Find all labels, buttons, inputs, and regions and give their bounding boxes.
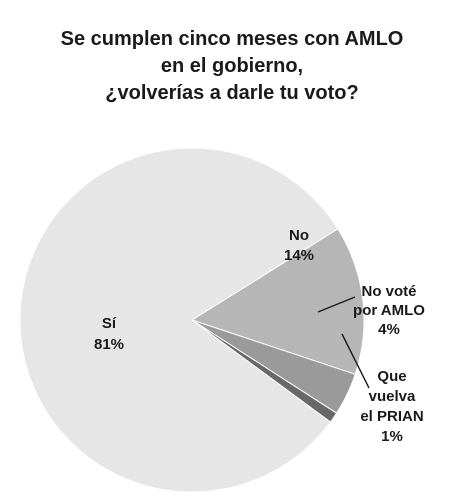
slice-label: No voté por AMLO 4% <box>353 283 425 338</box>
pie-slices <box>19 147 365 493</box>
slice-label-line: No voté <box>361 283 416 300</box>
slice-si <box>19 147 339 493</box>
slice-label-line: 4% <box>378 321 400 338</box>
slice-label-line: el PRIAN <box>360 408 423 425</box>
slice-label-line: Sí <box>102 315 117 332</box>
slice-no <box>190 228 365 375</box>
label-leader-lines <box>317 296 370 389</box>
leader-line <box>341 333 370 389</box>
leader-line <box>317 296 356 313</box>
slice-label: Sí 81% <box>94 315 124 353</box>
slice-label-line: Que <box>377 368 406 385</box>
chart-title-line-3: ¿volverías a darle tu voto? <box>105 82 359 104</box>
chart-title-line-2: en el gobierno, <box>160 55 304 77</box>
slice-label: Que vuelva el PRIAN 1% <box>360 368 423 445</box>
slice-label: No 14% <box>284 227 314 264</box>
chart-title: Se cumplen cinco meses con AMLO en el go… <box>0 26 464 107</box>
slice-label-line: 81% <box>94 336 124 353</box>
slice-label-line: 14% <box>284 247 314 264</box>
slice-label-line: por AMLO <box>353 302 425 319</box>
slice-label-line: vuelva <box>369 388 416 405</box>
chart-title-line-1: Se cumplen cinco meses con AMLO <box>60 28 404 50</box>
slice-label-line: 1% <box>381 428 403 445</box>
slice-labels: No 14% No voté por AMLO 4% Que vuelva el PRIAN 1… <box>94 227 425 445</box>
slice-label-line: No <box>289 227 309 244</box>
